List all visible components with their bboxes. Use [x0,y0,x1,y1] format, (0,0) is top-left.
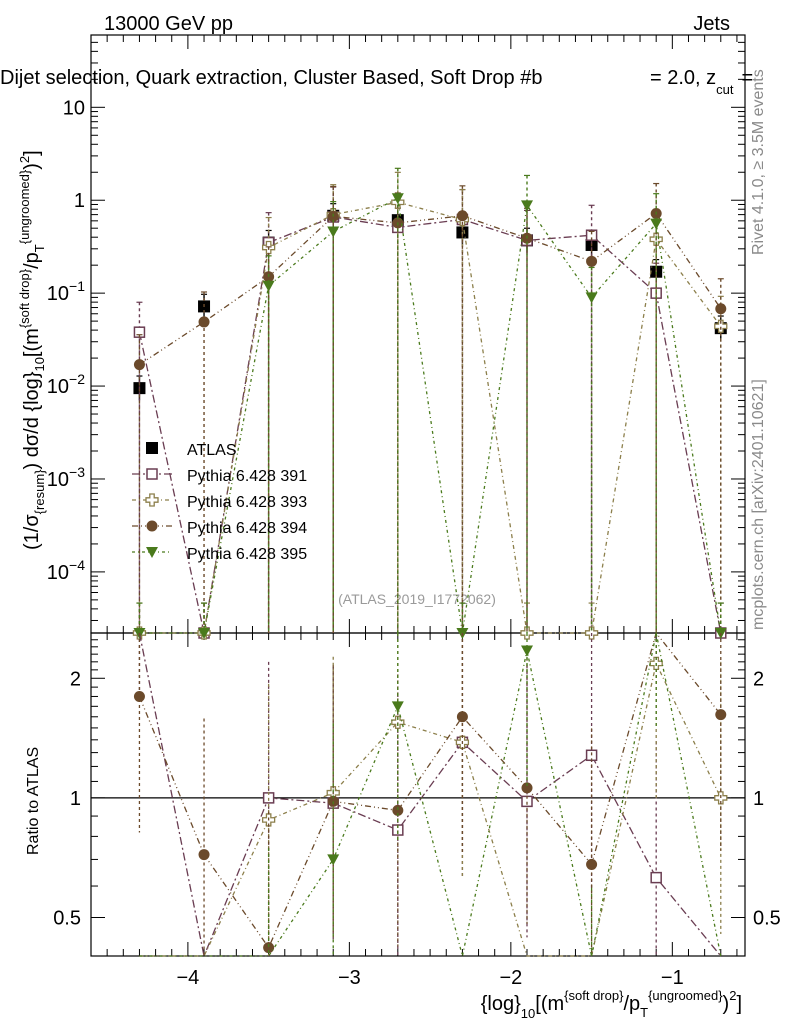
main-series-line [139,197,722,634]
legend-entry: Pythia 6.428 391 [132,468,307,485]
main-data-point [391,193,404,205]
legend-marker [146,547,158,558]
analysis-id: (ATLAS_2019_I1772062) [338,591,496,607]
xtick-label: −1 [661,967,684,989]
main-ytick-label: 10−1 [47,278,85,305]
main-data-point [198,628,211,639]
plot-title-tail: = 2.0, zcut= [650,67,753,97]
legend-label: Pythia 6.428 394 [187,520,307,537]
ratio-data-point [198,849,210,861]
main-data-point [262,280,275,292]
main-series-line [139,212,722,366]
ratio-data-point [133,690,145,702]
main-data-point [585,292,598,304]
legend-entry: ATLAS [146,442,237,459]
plot-title-main: Dijet selection, Quark extraction, Clust… [0,67,542,89]
ratio-ytick-label: 0.5 [53,907,81,929]
ratio-data-point [392,804,404,816]
main-ytick-label: 10 [63,97,85,119]
legend-label: Pythia 6.428 391 [187,468,307,485]
main-ylabel: (1/σ{resum}) dσ/d {log}10[(m{soft drop}/… [17,150,47,550]
legend-label: Pythia 6.428 395 [187,546,307,563]
main-ytick-label: 10−3 [47,464,85,491]
ratio-ytick-label: 1 [70,788,81,810]
legend-label: ATLAS [187,442,237,459]
main-data-point [198,316,210,328]
series-pythia-6-428-393 [132,171,728,640]
main-ytick-label: 10−4 [47,557,85,584]
ratio-series-pythia-6-428-393 [139,633,728,957]
legend-entry: Pythia 6.428 395 [132,546,307,563]
main-data-point [715,303,727,315]
ratio-ytick-label-right: 0.5 [753,907,781,929]
series-pythia-6-428-395 [133,167,727,639]
legend-marker [145,493,159,507]
main-data-point [714,319,728,333]
mcplots-label: mcplots.cern.ch [arXiv:2401.10621] [750,379,767,630]
plot-title: Dijet selection, Quark extraction, Clust… [0,67,542,89]
series-atlas [133,203,727,401]
main-ytick-label: 1 [74,190,85,212]
main-series-line [138,216,722,634]
energy-label: 13000 GeV pp [104,13,233,35]
legend-marker [146,520,158,532]
main-data-point [327,226,340,238]
main-data-point [586,255,598,267]
ratio-ytick-label-right: 2 [753,668,764,690]
legend-label: Pythia 6.428 393 [187,494,307,511]
ratio-data-point [715,709,727,721]
main-series [132,167,728,640]
ratio-series-pythia-6-428-395 [139,632,722,957]
ratio-data-point [391,701,404,713]
ratio-data-point [263,942,275,954]
category-label: Jets [693,13,730,35]
ratio-series-line [139,632,722,957]
legend-entry: Pythia 6.428 394 [132,520,307,537]
ratio-data-point [327,795,339,807]
ratio-ytick-label-right: 1 [753,788,764,810]
ratio-data-point [456,711,468,723]
ratio-series-pythia-6-428-391 [138,632,722,959]
main-data-point [650,218,663,230]
series-pythia-6-428-394 [133,182,727,633]
xtick-label: −3 [338,967,361,989]
legend-marker [146,468,158,480]
ratio-series-line [138,632,722,959]
ratio-axes: −4 −3 −2 −1 0.5 0.5 1 1 2 2 [53,632,781,989]
ratio-series-pythia-6-428-394 [133,631,727,956]
legend-entry: Pythia 6.428 393 [132,493,307,511]
ratio-data-point [521,645,533,657]
main-data-point [456,210,468,222]
main-axes: 10−4 10−3 10−2 10−1 1 10 [47,34,745,633]
xlabel: {log}10[(m{soft drop}/pT{ungroomed})2] [481,988,742,1021]
main-data-point [521,200,533,212]
ratio-data-point [586,858,598,870]
legend: ATLAS Pythia 6.428 391 Pythia 6.428 393 Pyt… [132,442,307,563]
rivet-label: Rivet 4.1.0, ≥ 3.5M events [750,69,767,255]
xtick-label: −2 [499,967,522,989]
ratio-data-point [327,854,340,866]
ratio-ytick-label: 2 [70,668,81,690]
ratio-series [133,631,728,959]
ratio-series-line [139,661,722,957]
main-ytick-label: 10−2 [47,371,85,398]
legend-marker [146,442,158,454]
ratio-ylabel: Ratio to ATLAS [25,747,42,855]
ratio-panel-frame [90,632,746,957]
ratio-data-point [521,782,533,794]
main-data-point [133,359,145,371]
xtick-label: −4 [176,967,199,989]
ratio-data-point [650,871,662,884]
main-series-line [139,201,722,634]
ratio-series-line [138,631,722,949]
